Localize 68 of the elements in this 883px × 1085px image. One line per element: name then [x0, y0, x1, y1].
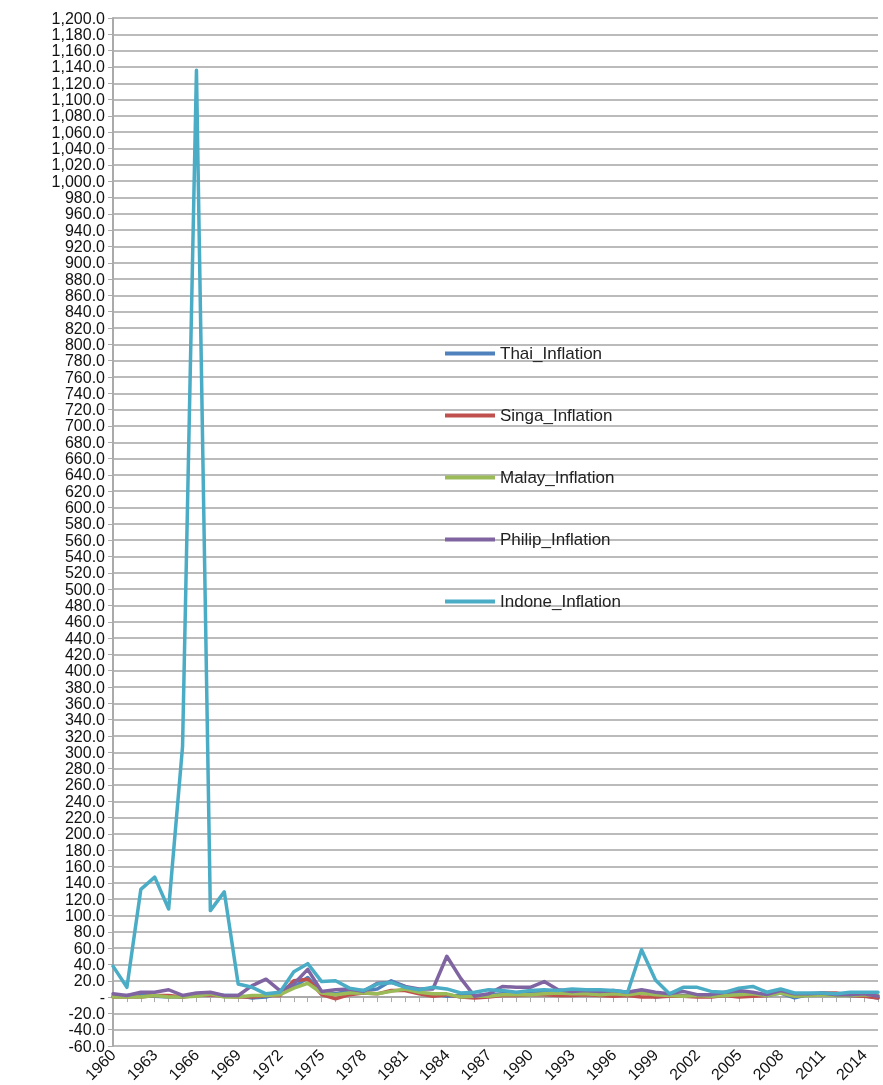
y-tick-label: 480.0 — [64, 596, 106, 614]
y-tick-label: 160.0 — [64, 858, 106, 876]
y-tick-label: 940.0 — [64, 221, 106, 239]
y-tick-label: 60.0 — [73, 939, 106, 957]
y-tick-label: 560.0 — [64, 531, 106, 549]
y-tick-label: 400.0 — [64, 662, 106, 680]
y-tick-label: 620.0 — [64, 482, 106, 500]
y-tick-label: 180.0 — [64, 841, 106, 859]
y-tick-label: 960.0 — [64, 205, 106, 223]
y-tick-label: 1,000.0 — [51, 172, 106, 190]
y-tick-label: 1,160.0 — [51, 42, 106, 60]
y-tick-label: 860.0 — [64, 286, 106, 304]
y-tick-label: 1,020.0 — [51, 156, 106, 174]
legend-label: Malay_Inflation — [500, 468, 615, 487]
y-tick-label: -20.0 — [68, 1004, 106, 1022]
y-tick-label: 800.0 — [64, 335, 106, 353]
y-tick-label: 140.0 — [64, 874, 106, 892]
y-tick-label: 540.0 — [64, 548, 106, 565]
y-tick-label: 920.0 — [64, 237, 106, 255]
y-tick-label: 460.0 — [64, 613, 106, 631]
y-tick-label: 1,040.0 — [51, 140, 106, 158]
y-tick-label: 100.0 — [64, 907, 106, 925]
y-tick-label: 240.0 — [64, 792, 106, 810]
y-tick-label: 820.0 — [64, 319, 106, 337]
y-tick-label: 740.0 — [64, 384, 106, 402]
y-tick-label: 200.0 — [64, 825, 106, 843]
legend-label: Thai_Inflation — [500, 344, 603, 363]
legend-label: Philip_Inflation — [500, 530, 611, 549]
y-tick-label: - — [99, 988, 105, 1006]
y-tick-label: 1,120.0 — [51, 74, 106, 92]
y-tick-label: 980.0 — [64, 189, 106, 206]
y-tick-label: 1,140.0 — [51, 58, 106, 76]
y-tick-label: 300.0 — [64, 743, 106, 761]
y-tick-label: 760.0 — [64, 368, 106, 386]
y-tick-label: 640.0 — [64, 466, 106, 484]
y-tick-label: 600.0 — [64, 499, 106, 517]
y-tick-label: 1,100.0 — [51, 91, 106, 109]
y-tick-label: 440.0 — [64, 629, 106, 647]
y-tick-label: 320.0 — [64, 727, 106, 745]
y-tick-label: -40.0 — [68, 1021, 106, 1039]
y-tick-label: 780.0 — [64, 352, 106, 370]
y-tick-label: 880.0 — [64, 270, 106, 288]
y-tick-label: 120.0 — [64, 890, 106, 908]
y-tick-label: 1,200.0 — [51, 9, 106, 27]
y-tick-label: 500.0 — [64, 580, 106, 598]
y-tick-label: 340.0 — [64, 711, 106, 729]
y-tick-label: 720.0 — [64, 401, 106, 419]
y-tick-label: 260.0 — [64, 776, 106, 794]
y-tick-label: 380.0 — [64, 678, 106, 696]
y-tick-label: 580.0 — [64, 515, 106, 533]
y-tick-label: 360.0 — [64, 694, 106, 712]
y-tick-label: 1,080.0 — [51, 107, 106, 125]
y-tick-label: 20.0 — [73, 972, 106, 990]
y-tick-label: 220.0 — [64, 809, 106, 827]
y-tick-label: 80.0 — [73, 923, 106, 941]
legend-label: Indone_Inflation — [500, 592, 621, 611]
legend-label: Singa_Inflation — [500, 406, 613, 425]
y-tick-label: 660.0 — [64, 450, 106, 468]
y-tick-label: 700.0 — [64, 417, 106, 435]
y-tick-label: 420.0 — [64, 645, 106, 663]
y-tick-label: 520.0 — [64, 564, 106, 582]
y-tick-label: 280.0 — [64, 760, 106, 778]
y-tick-label: 840.0 — [64, 303, 106, 321]
y-tick-label: 900.0 — [64, 254, 106, 272]
y-tick-label: 40.0 — [73, 955, 106, 973]
y-tick-label: 680.0 — [64, 433, 106, 451]
y-tick-label: 1,060.0 — [51, 123, 106, 141]
y-tick-label: 1,180.0 — [51, 25, 106, 43]
